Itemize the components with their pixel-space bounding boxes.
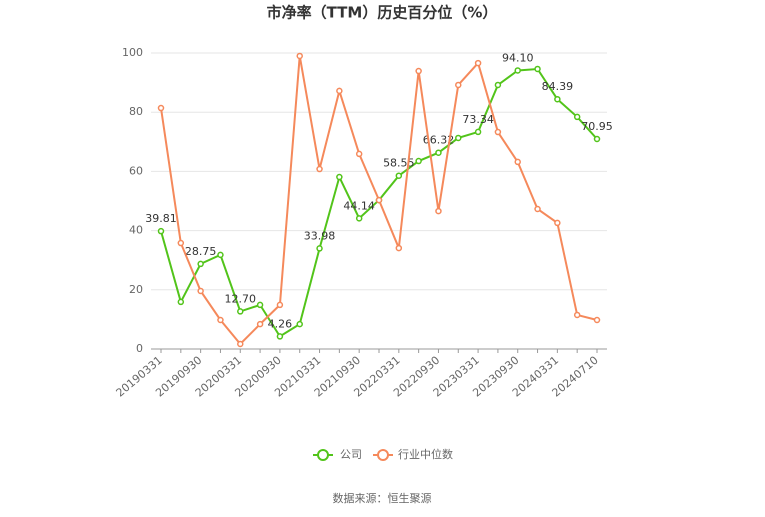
data-label: 4.26 xyxy=(268,317,293,330)
data-point xyxy=(256,320,264,328)
data-point xyxy=(494,81,502,89)
data-point xyxy=(256,301,264,309)
legend-marker xyxy=(317,449,329,461)
y-tick-label: 80 xyxy=(129,105,143,118)
data-point xyxy=(336,173,343,181)
data-point xyxy=(573,113,581,121)
data-point xyxy=(157,104,165,112)
legend-marker xyxy=(377,449,389,461)
data-point xyxy=(177,298,185,306)
y-tick-label: 60 xyxy=(129,164,143,177)
data-label: 44.14 xyxy=(343,199,375,212)
data-point xyxy=(554,95,561,103)
data-point xyxy=(157,227,165,235)
data-point xyxy=(217,251,224,259)
data-point xyxy=(177,239,185,247)
data-label: 70.95 xyxy=(581,120,613,133)
data-point xyxy=(455,134,462,142)
data-point xyxy=(217,316,224,324)
data-point xyxy=(316,245,323,252)
data-point xyxy=(375,196,383,204)
data-point xyxy=(474,128,482,136)
data-point xyxy=(593,135,601,143)
data-point xyxy=(494,128,502,136)
data-point xyxy=(435,207,442,215)
data-point xyxy=(435,149,442,156)
data-point xyxy=(276,301,284,309)
legend-label[interactable]: 行业中位数 xyxy=(398,447,453,461)
data-point xyxy=(534,65,541,73)
data-point xyxy=(514,158,521,166)
data-point xyxy=(593,316,601,324)
chart-title: 市净率（TTM）历史百分位（%） xyxy=(267,4,498,22)
data-point xyxy=(296,320,303,328)
y-tick-label: 20 xyxy=(129,283,143,296)
data-point xyxy=(415,67,422,75)
data-point xyxy=(474,59,482,67)
data-point xyxy=(395,172,403,179)
data-label: 12.70 xyxy=(225,292,257,305)
data-point xyxy=(316,165,323,173)
data-point xyxy=(415,157,422,165)
data-label: 66.32 xyxy=(423,134,455,147)
data-point xyxy=(534,205,541,213)
data-point xyxy=(296,52,303,60)
data-point xyxy=(197,287,204,295)
legend-label[interactable]: 公司 xyxy=(340,448,362,461)
data-label: 28.75 xyxy=(185,245,217,258)
data-point xyxy=(197,260,204,268)
data-label: 58.55 xyxy=(383,157,415,170)
data-point xyxy=(276,333,284,340)
data-point xyxy=(336,87,343,95)
data-point xyxy=(355,215,363,222)
data-label: 84.39 xyxy=(542,80,574,93)
y-tick-label: 0 xyxy=(136,342,143,355)
data-label: 33.98 xyxy=(304,229,336,242)
data-point xyxy=(237,308,244,315)
data-point xyxy=(573,311,581,319)
data-point xyxy=(395,244,403,252)
data-point xyxy=(554,219,561,227)
data-point xyxy=(237,340,244,348)
data-point xyxy=(514,67,521,74)
source: 数据来源：恒生聚源 xyxy=(333,491,432,505)
data-label: 39.81 xyxy=(145,212,177,225)
data-point xyxy=(455,81,462,89)
data-label: 94.10 xyxy=(502,51,534,64)
data-point xyxy=(355,150,363,158)
y-tick-label: 40 xyxy=(129,224,143,237)
y-tick-label: 100 xyxy=(122,46,143,59)
data-label: 73.34 xyxy=(462,113,494,126)
